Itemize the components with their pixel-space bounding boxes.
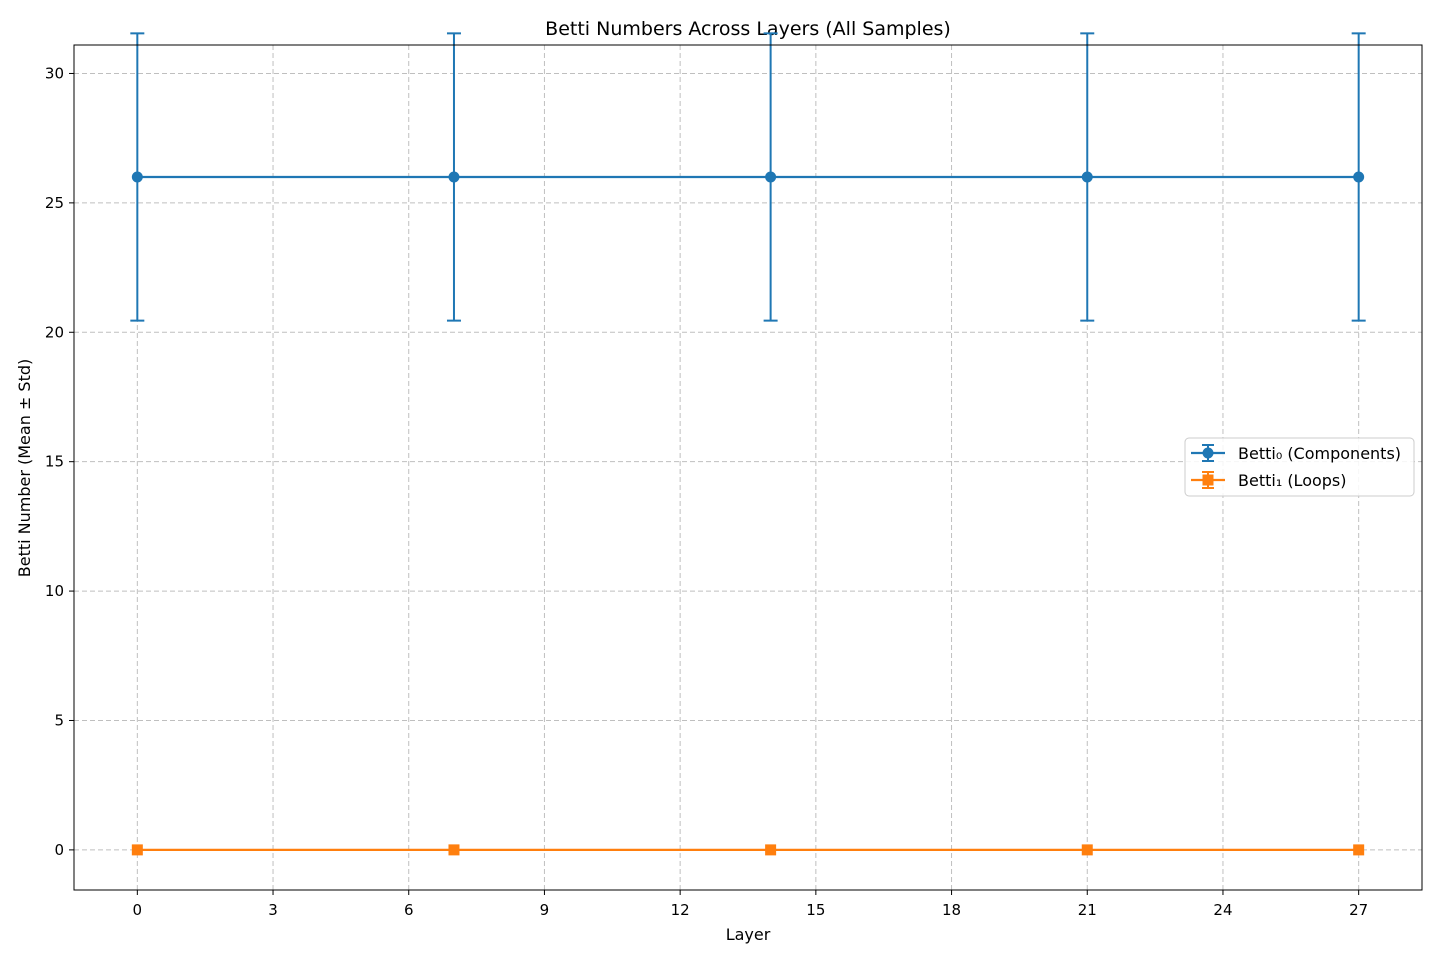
legend-label: Betti₀ (Components) [1238, 444, 1401, 463]
x-axis-label: Layer [726, 925, 771, 944]
legend-marker [1202, 447, 1214, 459]
x-tick-label: 18 [942, 901, 961, 919]
x-tick-label: 21 [1078, 901, 1097, 919]
y-tick-label: 15 [45, 453, 64, 471]
data-point [1081, 844, 1093, 856]
y-tick-label: 0 [54, 841, 64, 859]
legend-box [1184, 437, 1415, 497]
chart-title: Betti Numbers Across Layers (All Samples… [545, 18, 951, 40]
x-tick-label: 12 [671, 901, 690, 919]
x-tick-label: 0 [133, 901, 143, 919]
x-tick-label: 27 [1349, 901, 1368, 919]
y-tick-label: 30 [45, 64, 64, 82]
y-tick-label: 20 [45, 323, 64, 341]
x-tick-label: 15 [806, 901, 825, 919]
plot-frame [73, 44, 1423, 891]
data-point [131, 171, 143, 183]
ticks: 0 3 6 9 12 15 18 21 24 27 0 5 10 15 20 25 30 [45, 64, 1368, 919]
y-tick-label: 5 [54, 711, 64, 729]
series-betti0 [130, 32, 1366, 322]
x-tick-label: 6 [404, 901, 414, 919]
data-point [448, 844, 460, 856]
x-tick-label: 3 [268, 901, 278, 919]
y-axis-label: Betti Number (Mean ± Std) [15, 359, 34, 578]
data-point [1353, 171, 1365, 183]
x-tick-label: 9 [540, 901, 550, 919]
x-tick-label: 24 [1213, 901, 1232, 919]
series-betti1 [131, 844, 1365, 856]
data-point [1081, 171, 1093, 183]
legend-marker [1202, 474, 1214, 486]
data-point [765, 171, 777, 183]
y-tick-label: 10 [45, 582, 64, 600]
series-group [130, 32, 1366, 856]
data-point [1353, 844, 1365, 856]
data-point [448, 171, 460, 183]
data-point [765, 844, 777, 856]
legend: Betti₀ (Components) Betti₁ (Loops) [1184, 437, 1415, 497]
data-point [131, 844, 143, 856]
y-tick-label: 25 [45, 194, 64, 212]
legend-label: Betti₁ (Loops) [1238, 471, 1347, 490]
